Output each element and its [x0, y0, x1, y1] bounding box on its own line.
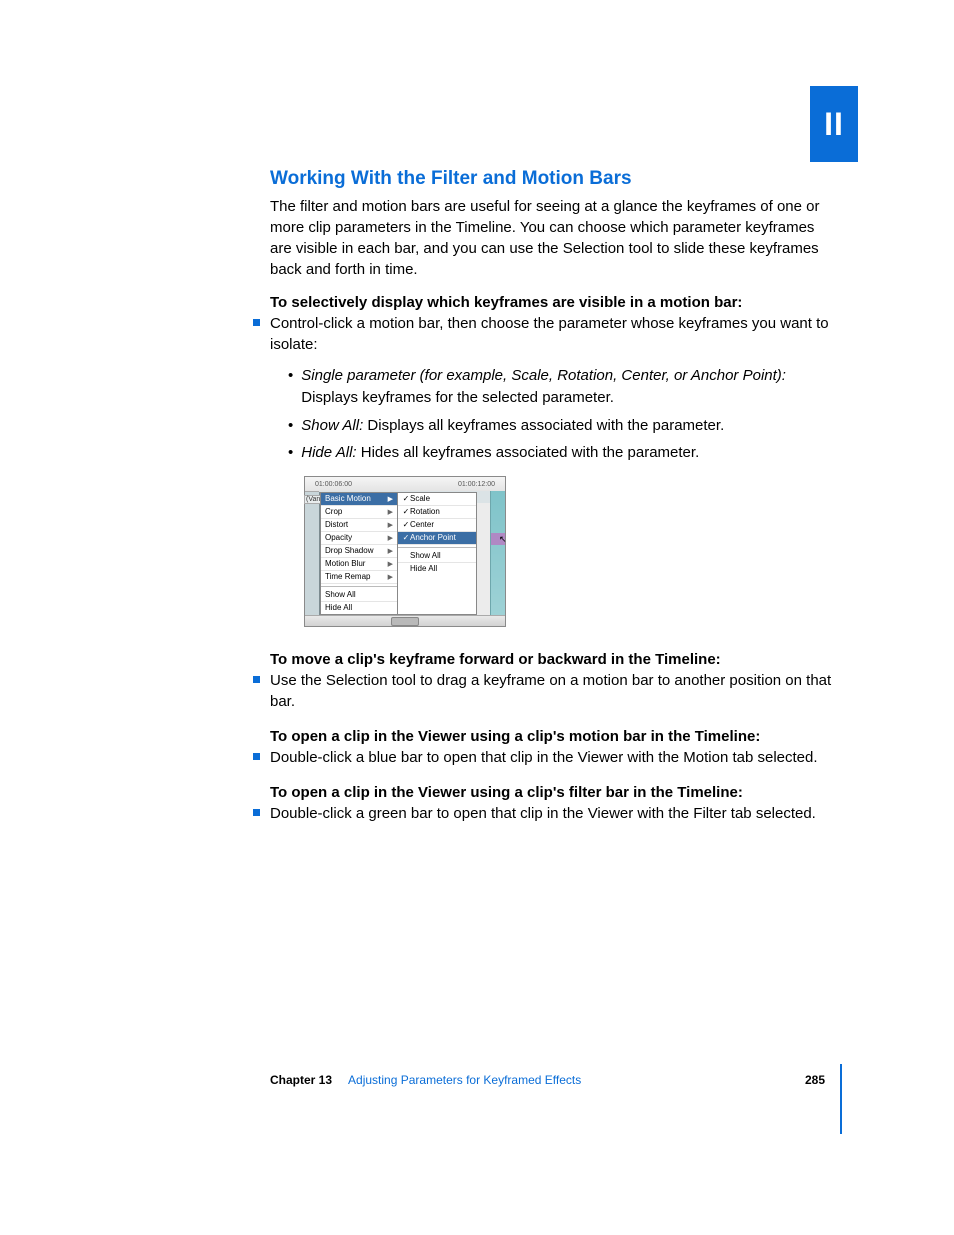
figure-scrollbar[interactable]	[305, 615, 505, 626]
sub-rest: Hides all keyframes associated with the …	[357, 444, 700, 461]
menu-item-hide-all[interactable]: Hide All	[321, 602, 397, 614]
square-bullet-icon	[253, 319, 260, 326]
chevron-right-icon: ▶	[388, 522, 393, 529]
sub-em: Hide All:	[301, 444, 356, 461]
chevron-right-icon: ▶	[388, 548, 393, 555]
menu-item-label: Crop	[325, 508, 342, 516]
menu-item-label: Hide All	[325, 604, 352, 612]
menu-item-label: Time Remap	[325, 573, 371, 581]
section3-lead: To open a clip in the Viewer using a cli…	[270, 728, 838, 745]
menu-item-label: Show All	[325, 591, 356, 599]
submenu-item-show-all[interactable]: Show All	[398, 550, 476, 563]
menu-item-label: Center	[410, 521, 434, 529]
figure-track-header: (Vana	[305, 492, 320, 615]
figure-main-menu[interactable]: Basic Motion ▶ Crop ▶ Distort ▶	[320, 492, 398, 615]
section1-bullet-row: Control-click a motion bar, then choose …	[270, 313, 838, 355]
part-tab: II	[810, 86, 858, 162]
section-title: Working With the Filter and Motion Bars	[270, 168, 838, 190]
menu-item-motion-blur[interactable]: Motion Blur ▶	[321, 558, 397, 571]
section2-lead: To move a clip's keyframe forward or bac…	[270, 651, 838, 668]
chevron-right-icon: ▶	[388, 574, 393, 581]
section-move-keyframe: To move a clip's keyframe forward or bac…	[270, 651, 838, 712]
section2-bullet-text: Use the Selection tool to drag a keyfram…	[270, 670, 838, 712]
section1-sublist: Single parameter (for example, Scale, Ro…	[270, 365, 838, 464]
sub-rest: Displays all keyframes associated with t…	[363, 417, 724, 434]
section-selective-display: To selectively display which keyframes a…	[270, 294, 838, 627]
submenu-item-scale[interactable]: ✓ Scale	[398, 493, 476, 506]
check-icon: ✓	[402, 508, 410, 516]
menu-separator	[398, 547, 476, 548]
list-item: Single parameter (for example, Scale, Ro…	[288, 365, 838, 409]
menu-item-label: Distort	[325, 521, 348, 529]
chapter-title: Adjusting Parameters for Keyframed Effec…	[348, 1073, 581, 1087]
figure-body: (Vana Basic Motion ▶ Crop ▶	[305, 492, 505, 615]
list-item: Hide All: Hides all keyframes associated…	[288, 442, 838, 464]
chevron-right-icon: ▶	[388, 509, 393, 516]
figure-menus: Basic Motion ▶ Crop ▶ Distort ▶	[320, 492, 505, 615]
chapter-label: Chapter 13	[270, 1073, 332, 1087]
section-open-filter-bar: To open a clip in the Viewer using a cli…	[270, 784, 838, 824]
check-icon: ✓	[402, 495, 410, 503]
check-icon: ✓	[402, 534, 410, 542]
intro-paragraph: The filter and motion bars are useful fo…	[270, 196, 838, 280]
chevron-right-icon: ▶	[388, 496, 393, 503]
submenu-item-anchor-point[interactable]: ✓ Anchor Point	[398, 532, 476, 545]
content: Working With the Filter and Motion Bars …	[270, 168, 838, 840]
section3-bullet-text: Double-click a blue bar to open that cli…	[270, 747, 818, 768]
menu-item-label: Anchor Point	[410, 534, 456, 542]
section1-lead: To selectively display which keyframes a…	[270, 294, 838, 311]
menu-item-time-remap[interactable]: Time Remap ▶	[321, 571, 397, 584]
part-tab-label: II	[824, 106, 844, 143]
chevron-right-icon: ▶	[388, 561, 393, 568]
figure-ruler: 01:00:06:00 01:00:12:00	[305, 477, 505, 492]
sub-em: Show All:	[301, 417, 363, 434]
menu-item-label: Drop Shadow	[325, 547, 373, 555]
menu-item-label: Opacity	[325, 534, 352, 542]
menu-item-label: Show All	[410, 552, 441, 560]
section4-lead: To open a clip in the Viewer using a cli…	[270, 784, 838, 801]
page-footer: Chapter 13 Adjusting Parameters for Keyf…	[270, 1073, 825, 1087]
menu-item-basic-motion[interactable]: Basic Motion ▶	[321, 493, 397, 506]
menu-item-show-all[interactable]: Show All	[321, 589, 397, 602]
menu-item-opacity[interactable]: Opacity ▶	[321, 532, 397, 545]
menu-item-drop-shadow[interactable]: Drop Shadow ▶	[321, 545, 397, 558]
section3-bullet-row: Double-click a blue bar to open that cli…	[270, 747, 838, 768]
menu-item-label: Motion Blur	[325, 560, 365, 568]
page: II Working With the Filter and Motion Ba…	[0, 0, 954, 1235]
ruler-left: 01:00:06:00	[315, 481, 352, 488]
section1-bullet-text: Control-click a motion bar, then choose …	[270, 313, 838, 355]
section4-bullet-text: Double-click a green bar to open that cl…	[270, 803, 816, 824]
chevron-right-icon: ▶	[388, 535, 393, 542]
section2-bullet-row: Use the Selection tool to drag a keyfram…	[270, 670, 838, 712]
menu-item-distort[interactable]: Distort ▶	[321, 519, 397, 532]
sub-em: Single parameter (for example, Scale, Ro…	[301, 367, 786, 384]
ruler-right: 01:00:12:00	[458, 481, 495, 488]
section4-bullet-row: Double-click a green bar to open that cl…	[270, 803, 838, 824]
square-bullet-icon	[253, 676, 260, 683]
page-number: 285	[805, 1073, 825, 1087]
submenu-item-center[interactable]: ✓ Center	[398, 519, 476, 532]
section-open-motion-bar: To open a clip in the Viewer using a cli…	[270, 728, 838, 768]
menu-item-label: Basic Motion	[325, 495, 371, 503]
sub-rest: Displays keyframes for the selected para…	[301, 389, 614, 406]
menu-item-label: Rotation	[410, 508, 440, 516]
square-bullet-icon	[253, 753, 260, 760]
menu-item-label: Hide All	[410, 565, 437, 573]
menu-item-crop[interactable]: Crop ▶	[321, 506, 397, 519]
accent-vertical-line	[840, 1064, 842, 1134]
list-item: Show All: Displays all keyframes associa…	[288, 415, 838, 437]
square-bullet-icon	[253, 809, 260, 816]
check-icon: ✓	[402, 521, 410, 529]
scrollbar-thumb[interactable]	[391, 617, 419, 626]
context-menu-figure: 01:00:06:00 01:00:12:00 ↖ (Vana Bas	[304, 476, 506, 627]
submenu-item-hide-all[interactable]: Hide All	[398, 563, 476, 575]
menu-item-label: Scale	[410, 495, 430, 503]
menu-separator	[321, 586, 397, 587]
submenu-item-rotation[interactable]: ✓ Rotation	[398, 506, 476, 519]
figure-sub-menu[interactable]: ✓ Scale ✓ Rotation ✓ Center	[397, 492, 477, 615]
